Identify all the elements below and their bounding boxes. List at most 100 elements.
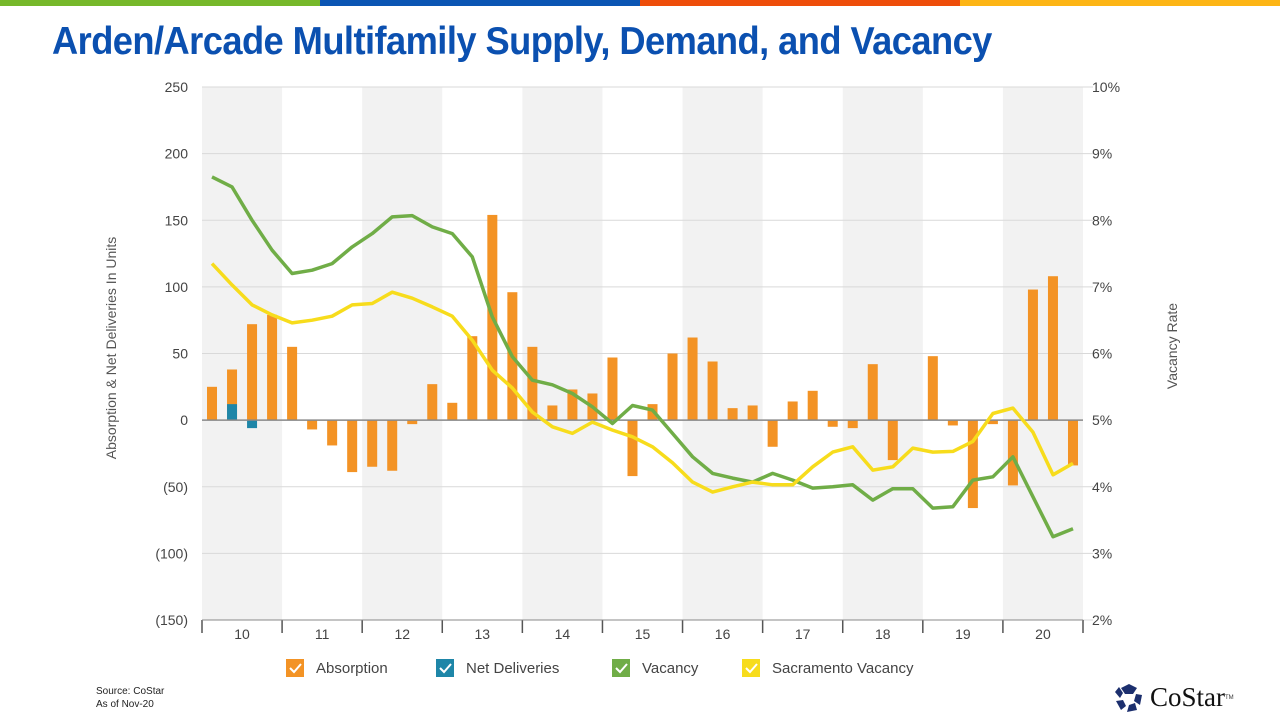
absorption-bar [267,314,278,421]
y2-tick-label: 7% [1092,279,1112,295]
absorption-bar [667,353,678,421]
logo-text: CoStar [1150,682,1226,712]
x-tick-label: 10 [234,626,250,642]
legend-label: Sacramento Vacancy [772,660,914,677]
net-deliveries-bar [247,420,258,429]
x-tick-label: 12 [394,626,410,642]
absorption-bar [1047,276,1058,421]
x-tick-label: 17 [795,626,811,642]
x-tick-label: 13 [475,626,491,642]
costar-logo: CoStar TM [1114,682,1234,713]
y-tick-label: 200 [165,146,189,162]
absorption-bar [527,346,538,421]
y2-axis-label: Vacancy Rate [1164,303,1180,389]
absorption-bar [867,364,878,421]
absorption-bar [447,402,458,421]
net-deliveries-bar [227,404,238,421]
absorption-bar [467,336,478,421]
gridlines [202,86,1093,621]
y-tick-label: 0 [180,412,188,428]
tick-labels: 10 11 12 13 14 15 16 17 18 19 20 250 10% 200 9% 150 8% 10… [155,79,1120,642]
absorption-bar [387,420,398,471]
absorption-bar [607,357,618,421]
as-of-text: As of Nov-20 [96,699,154,710]
absorption-bar [787,401,798,421]
absorption-bar [407,420,418,425]
x-tick-label: 15 [635,626,651,642]
absorption-bar [327,420,338,446]
legend-swatch [436,659,454,677]
absorption-bar [367,420,378,467]
absorption-bar [547,405,558,421]
y-tick-label: (50) [163,479,188,495]
legend-swatch [742,659,760,677]
absorption-bar [347,420,358,473]
legend-swatch [612,659,630,677]
checkmark-icon [615,663,628,674]
y2-tick-label: 2% [1092,612,1112,628]
y-tick-label: 150 [165,212,189,228]
top-bar-yellow [960,0,1280,6]
absorption-bar [947,420,958,426]
vacancy-line [211,175,1074,539]
top-bar-blue [320,0,640,6]
absorption-bar [567,389,578,421]
y-tick-label: (150) [155,612,188,628]
costar-star-icon [1115,683,1142,712]
absorption-bar [207,386,218,421]
x-tick-label: 19 [955,626,971,642]
lines [210,175,1074,539]
absorption-bar [927,356,938,421]
absorption-bar [1067,420,1078,466]
legend: Absorption Net Deliveries Vacancy Sacrament… [286,659,914,677]
absorption-bar [707,361,718,421]
y-tick-label: 50 [172,346,188,362]
y2-tick-label: 3% [1092,545,1112,561]
legend-item-vacancy: Vacancy [612,659,699,677]
checkmark-icon [289,663,302,674]
absorption-bar [987,420,998,425]
absorption-bar [727,408,738,421]
checkmark-icon [745,663,758,674]
y2-tick-label: 8% [1092,212,1112,228]
page-title: Arden/Arcade Multifamily Supply, Demand,… [52,20,992,63]
absorption-bar [747,405,758,421]
top-bar-green [0,0,320,6]
legend-swatch [286,659,304,677]
y2-tick-label: 9% [1092,146,1112,162]
legend-label: Absorption [316,660,388,677]
absorption-bar [887,420,898,461]
y2-tick-label: 6% [1092,346,1112,362]
source-text: Source: CoStar [96,686,165,697]
y-tick-label: 100 [165,279,189,295]
checkmark-icon [439,663,452,674]
x-tick-label: 16 [715,626,731,642]
legend-item-net-deliveries: Net Deliveries [436,659,559,677]
absorption-bar [247,324,258,421]
legend-item-sacramento-vacancy: Sacramento Vacancy [742,659,914,677]
absorption-bar [307,420,318,430]
top-bar-orange [640,0,960,6]
legend-item-absorption: Absorption [286,659,388,677]
absorption-bar [427,384,438,421]
absorption-bar [1027,289,1038,421]
legend-label: Vacancy [642,660,699,677]
y-tick-label: 250 [165,79,189,95]
y2-tick-label: 4% [1092,479,1112,495]
absorption-bar [287,346,298,421]
absorption-bar [227,369,238,421]
x-tick-label: 18 [875,626,891,642]
absorption-bar [627,420,638,477]
y2-tick-label: 5% [1092,412,1112,428]
legend-label: Net Deliveries [466,660,559,677]
x-tick-label: 14 [555,626,571,642]
absorption-bar [767,420,778,447]
absorption-bar [827,420,838,427]
y-tick-label: (100) [155,545,188,561]
absorption-bar [847,420,858,429]
x-tick-label: 20 [1035,626,1051,642]
sacramento-vacancy-line [210,262,1074,494]
logo-tm: TM [1225,694,1234,701]
absorption-bar [1007,420,1018,486]
